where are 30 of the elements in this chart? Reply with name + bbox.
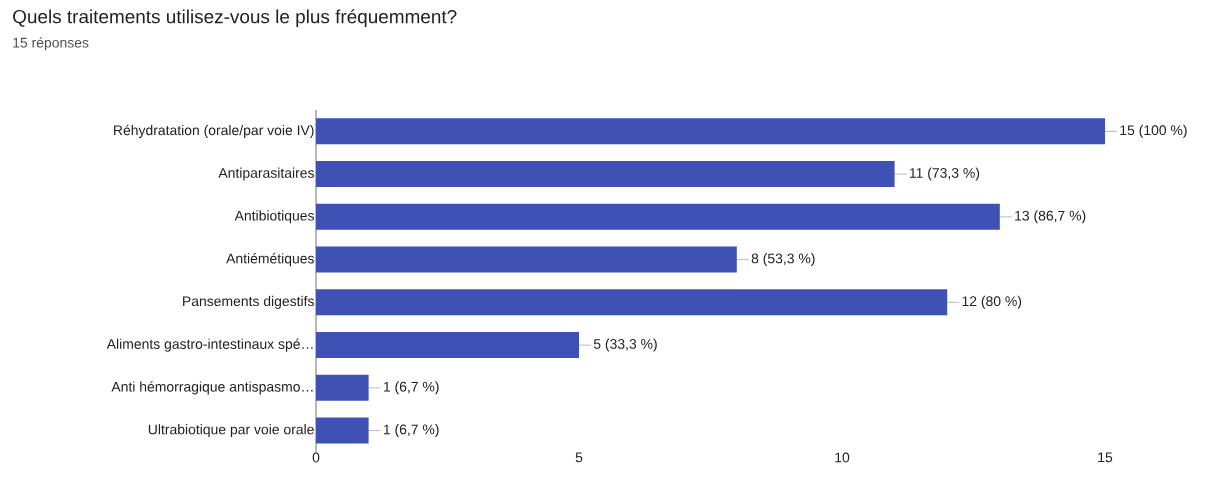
y-tick-label: Antiémétiques — [226, 253, 314, 267]
y-tick-label: Anti hémorragique antispasmo… — [111, 381, 313, 395]
data-label: 1 (6,7 %) — [383, 381, 439, 395]
data-label: 5 (33,3 %) — [593, 338, 657, 352]
x-tick-label: 5 — [575, 452, 583, 463]
data-label: 8 (53,3 %) — [751, 253, 815, 267]
y-tick-label: Ultrabiotique par voie orale — [148, 424, 314, 438]
bar — [316, 203, 1000, 230]
data-label: 12 (80 %) — [962, 295, 1022, 309]
bar — [316, 161, 895, 188]
x-tick-label: 15 — [1098, 452, 1113, 463]
text: 15 réponses — [13, 37, 89, 51]
bar — [316, 246, 737, 273]
bar — [316, 289, 948, 316]
bar — [316, 118, 1106, 145]
y-tick-label: Pansements digestifs — [183, 295, 314, 309]
bar — [316, 417, 369, 444]
bar — [316, 332, 580, 359]
y-tick-label: Antiparasitaires — [218, 167, 314, 181]
data-label: 15 (100 %) — [1120, 124, 1187, 138]
data-label: 1 (6,7 %) — [383, 424, 439, 438]
data-label: 11 (73,3 %) — [909, 167, 980, 181]
y-tick-label: Réhydratation (orale/par voie IV) — [114, 124, 314, 138]
x-tick-label: 10 — [835, 452, 850, 463]
data-label: 13 (86,7 %) — [1015, 210, 1086, 224]
bar — [316, 374, 369, 401]
x-tick-label: 0 — [312, 452, 320, 463]
chart-title: Quels traitements utilisez-vous le plus fréquemment? — [13, 9, 457, 28]
y-tick-label: Aliments gastro-intestinaux spé… — [106, 338, 313, 352]
y-tick-label: Antibiotiques — [234, 210, 314, 224]
